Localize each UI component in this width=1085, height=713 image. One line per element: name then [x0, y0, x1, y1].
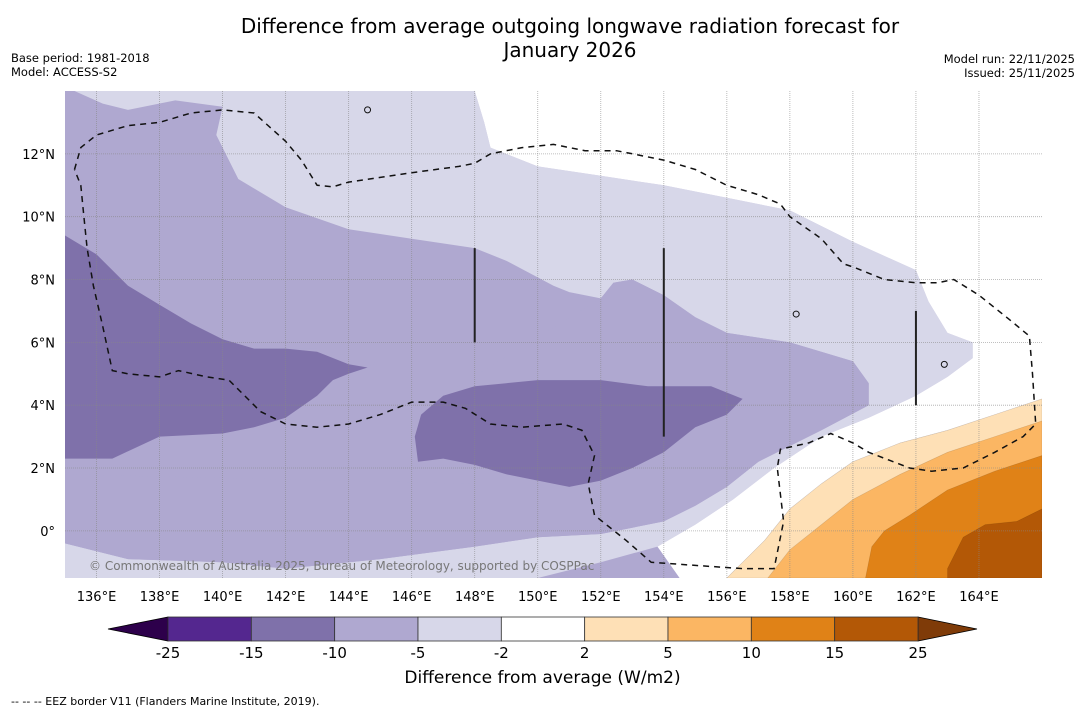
lon-tick-label: 156°E	[707, 590, 747, 605]
colorbar-tick-label: 25	[908, 644, 927, 662]
island-outline	[792, 310, 800, 318]
island-outline	[940, 360, 948, 368]
colorbar-segment	[250, 616, 336, 642]
colorbar-tick-label: 5	[663, 644, 673, 662]
colorbar-label: Difference from average (W/m2)	[404, 668, 681, 688]
issued-date: Issued: 25/11/2025	[964, 66, 1075, 80]
lon-tick-label: 162°E	[896, 590, 936, 605]
colorbar-segment	[667, 616, 752, 642]
colorbar-segment	[834, 616, 919, 642]
lon-tick-label: 146°E	[392, 590, 432, 605]
lon-tick-label: 138°E	[140, 590, 180, 605]
contour-region	[65, 235, 368, 459]
lon-tick-label: 150°E	[518, 590, 558, 605]
eez-legend-note: -- -- -- EEZ border V11 (Flanders Marine…	[11, 695, 320, 708]
colorbar-tick-label: -15	[239, 644, 264, 662]
colorbar-tick-label: -25	[156, 644, 181, 662]
chart-title: Difference from average outgoing longwav…	[170, 14, 970, 62]
title-line-2: January 2026	[503, 38, 637, 62]
colorbar-segment	[500, 616, 586, 642]
title-line-1: Difference from average outgoing longwav…	[240, 14, 900, 38]
colorbar-segment	[584, 616, 669, 642]
lon-tick-label: 136°E	[77, 590, 117, 605]
colorbar-tick-label: 10	[742, 644, 761, 662]
colorbar-tick-label: 2	[580, 644, 590, 662]
colorbar-segment	[167, 616, 252, 642]
base-period: Base period: 1981-2018	[11, 51, 150, 65]
colorbar: -25 -15 -10 -5 -2 2 5 10 15 25	[107, 616, 978, 662]
lon-tick-label: 152°E	[581, 590, 621, 605]
colorbar-tick-label: -10	[322, 644, 347, 662]
meta-right: Model run: 22/11/2025 Issued: 25/11/2025	[944, 52, 1075, 80]
meta-left: Base period: 1981-2018 Model: ACCESS-S2	[11, 51, 150, 79]
colorbar-segment	[750, 616, 836, 642]
lat-tick-label: 8°N	[31, 274, 56, 289]
lat-tick-label: 0°	[40, 525, 55, 540]
lon-tick-label: 160°E	[833, 590, 873, 605]
lon-tick-label: 154°E	[644, 590, 684, 605]
colorbar-tick-label: 15	[825, 644, 844, 662]
colorbar-tick-label: -5	[411, 644, 426, 662]
latitude-ticks: 0° 2°N 4°N 6°N 8°N 10°N 12°N	[22, 148, 55, 540]
island-outline	[364, 106, 372, 114]
lat-tick-label: 2°N	[31, 462, 56, 477]
lat-tick-label: 4°N	[31, 399, 56, 414]
lon-tick-label: 140°E	[203, 590, 243, 605]
longitude-ticks: 136°E 138°E 140°E 142°E 144°E 146°E 148°E 150°E…	[77, 590, 999, 605]
lat-tick-label: 12°N	[22, 148, 55, 163]
island-outline	[49, 295, 55, 301]
lat-tick-label: 6°N	[31, 336, 56, 351]
colorbar-segment	[334, 616, 419, 642]
contour-region	[947, 508, 1042, 578]
lat-tick-label: 10°N	[22, 211, 55, 226]
contour-region	[414, 380, 743, 487]
contour-region	[65, 91, 973, 578]
map-plot-area	[49, 91, 1042, 578]
lon-tick-label: 144°E	[329, 590, 369, 605]
model-name: Model: ACCESS-S2	[11, 65, 118, 79]
copyright-text: © Commonwealth of Australia 2025, Bureau…	[89, 559, 594, 573]
colorbar-over-arrow	[917, 616, 978, 642]
colorbar-under-arrow	[107, 616, 169, 642]
colorbar-tick-label: -2	[494, 644, 509, 662]
lon-tick-label: 148°E	[455, 590, 495, 605]
colorbar-segment	[417, 616, 502, 642]
model-run-date: Model run: 22/11/2025	[943, 52, 1075, 66]
lon-tick-label: 164°E	[959, 590, 999, 605]
contour-region-neutral	[474, 91, 1042, 578]
eez-border	[73, 109, 1037, 570]
lon-tick-label: 142°E	[266, 590, 306, 605]
lon-tick-label: 158°E	[770, 590, 810, 605]
